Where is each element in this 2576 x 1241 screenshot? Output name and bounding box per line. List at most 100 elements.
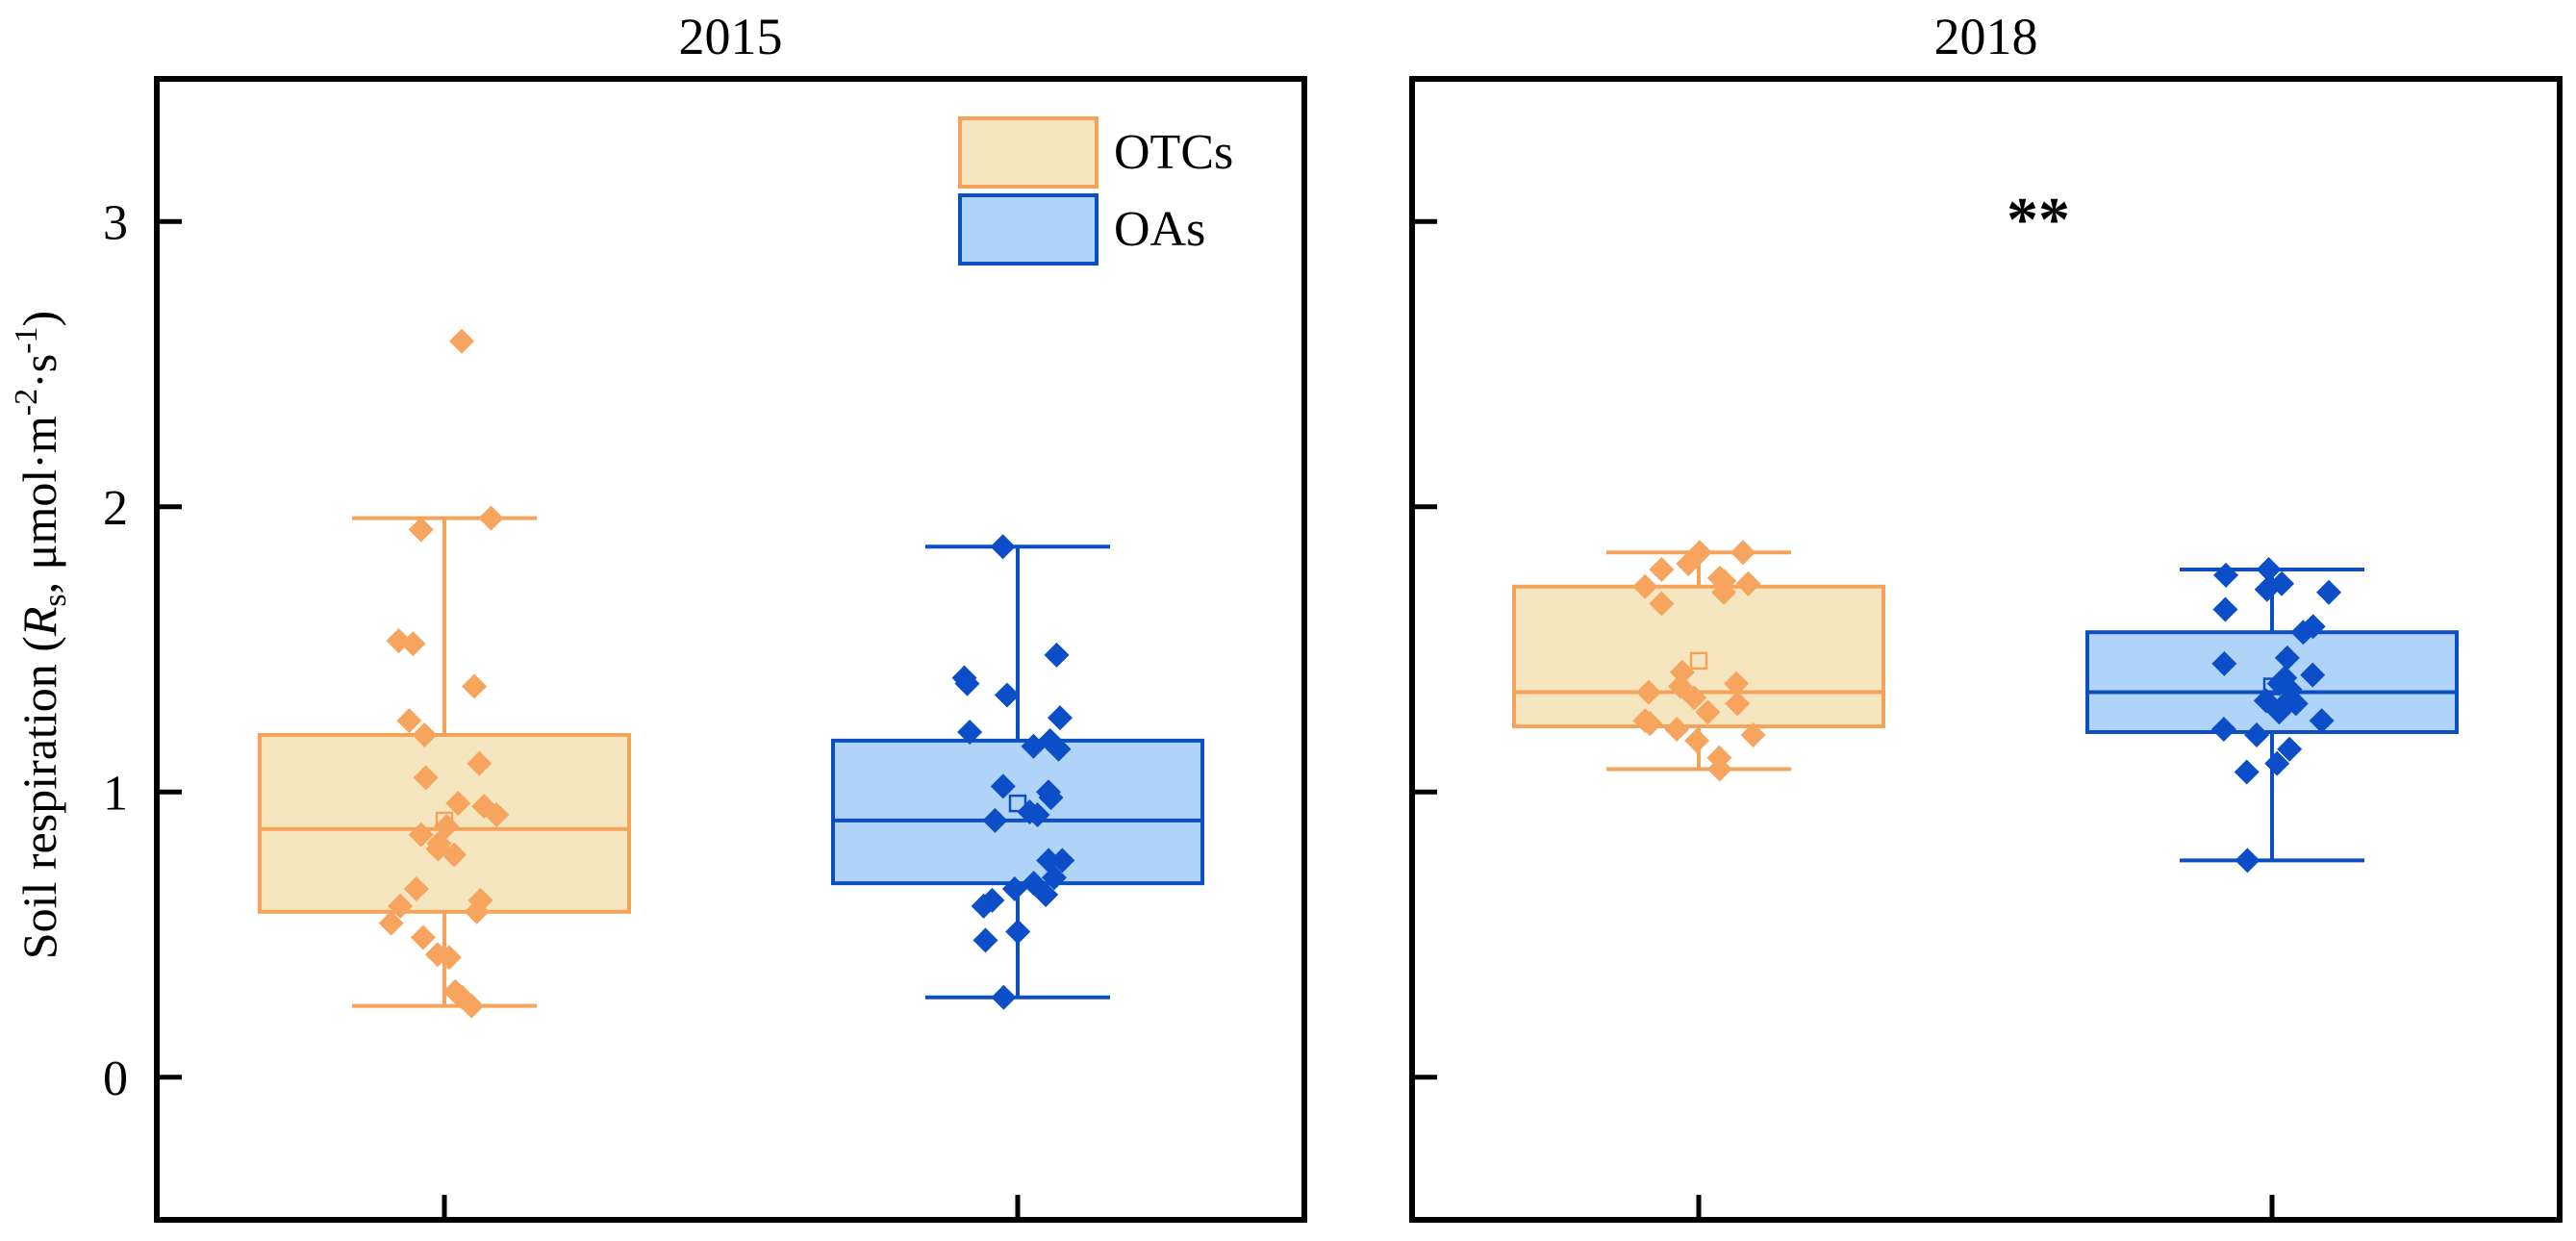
data-point — [972, 927, 998, 953]
data-point — [1038, 785, 1064, 811]
y-axis-label-unit-dot: ·s — [13, 354, 66, 389]
data-point — [1711, 579, 1737, 605]
data-point — [1740, 722, 1766, 747]
y-tick-label: 3 — [103, 195, 128, 250]
y-axis-label-exp1: -2 — [9, 389, 44, 416]
y-axis-label-unit-mid: , μmol·m — [13, 416, 66, 594]
data-point — [1725, 691, 1751, 717]
legend-swatch-otcs — [958, 116, 1099, 189]
data-point — [1041, 865, 1067, 891]
data-point — [408, 517, 434, 543]
data-point — [954, 671, 980, 696]
data-point — [413, 765, 439, 791]
data-point — [1005, 919, 1031, 945]
data-point — [408, 822, 434, 848]
data-point — [1044, 642, 1070, 668]
data-point — [1667, 673, 1693, 699]
data-point — [378, 910, 404, 936]
data-point — [1046, 736, 1072, 762]
data-point — [994, 682, 1020, 708]
data-point — [445, 791, 471, 817]
data-point — [1681, 685, 1707, 711]
data-point — [2316, 579, 2342, 605]
data-point — [1047, 705, 1073, 731]
data-point — [2274, 645, 2300, 671]
data-point — [1664, 717, 1690, 743]
y-tick-label: 0 — [103, 1051, 128, 1106]
y-tick-label: 1 — [103, 766, 128, 821]
legend-label-oas: OAs — [1114, 202, 1205, 257]
data-point — [464, 899, 490, 924]
data-point — [1632, 573, 1658, 599]
panel-2015: 2015 0 1 2 3 — [103, 8, 1307, 1223]
data-point — [448, 328, 474, 354]
panel-title: 2015 — [679, 8, 783, 65]
box-OTCs-2015 — [258, 328, 631, 1019]
data-point — [1706, 756, 1732, 782]
data-point — [400, 631, 426, 657]
data-point — [484, 801, 510, 827]
data-point — [990, 773, 1016, 799]
data-point — [1649, 556, 1675, 582]
y-axis-label-prefix: Soil respiration ( — [13, 636, 66, 959]
data-point — [1049, 848, 1075, 874]
y-axis-label: Soil respiration (Rs, μmol·m-2·s-1) — [9, 311, 73, 959]
data-point — [2266, 699, 2292, 725]
data-point — [459, 993, 485, 1019]
data-point — [1684, 727, 1710, 753]
data-point — [1635, 679, 1661, 705]
y-axis-label-exp2: -1 — [9, 326, 44, 353]
data-point — [403, 876, 429, 902]
data-point — [412, 722, 438, 747]
legend: OTCs OAs — [958, 116, 1233, 266]
data-point — [478, 505, 504, 531]
data-point — [2213, 562, 2239, 588]
data-point — [1735, 570, 1761, 596]
data-point — [971, 893, 997, 919]
panel-2018: 2018 ** — [1409, 8, 2563, 1223]
data-point — [2244, 722, 2270, 747]
mean-marker — [435, 811, 454, 830]
data-point — [2210, 717, 2236, 743]
data-point — [1021, 733, 1047, 759]
data-point — [2212, 596, 2238, 622]
data-point — [982, 807, 1008, 833]
box-OAs-2015 — [831, 534, 1204, 1010]
mean-marker — [1008, 794, 1027, 813]
data-point — [1001, 876, 1027, 902]
box-OAs-2018 — [2085, 556, 2459, 874]
panel-title: 2018 — [1934, 8, 2038, 65]
data-point — [442, 842, 467, 868]
data-point — [1024, 801, 1050, 827]
data-point — [2264, 750, 2290, 776]
data-point — [2234, 759, 2260, 785]
y-axis-label-symbol: R — [13, 607, 66, 638]
data-point — [2256, 556, 2282, 582]
data-point — [436, 945, 462, 971]
data-point — [396, 708, 422, 734]
significance-annotation: ** — [2007, 185, 2070, 255]
data-point — [2309, 708, 2335, 734]
y-axis-label-suffix: ) — [13, 311, 66, 327]
data-point — [2290, 620, 2316, 646]
panel-frame — [1409, 76, 2563, 1223]
data-point — [2254, 576, 2280, 602]
data-point — [1730, 540, 1756, 566]
data-point — [462, 673, 488, 699]
legend-label-otcs: OTCs — [1114, 125, 1233, 180]
data-point — [467, 750, 492, 776]
panels-layer: 2015 0 1 2 3 2018 ** — [103, 8, 2563, 1223]
data-point — [410, 924, 436, 950]
legend-swatch-oas — [958, 193, 1099, 266]
data-point — [957, 719, 983, 745]
mean-marker — [1689, 651, 1708, 671]
data-point — [2235, 848, 2260, 874]
box-OTCs-2018 — [1512, 540, 1885, 782]
data-point — [2300, 662, 2326, 688]
data-point — [1649, 591, 1675, 617]
mean-marker — [2262, 677, 2282, 696]
data-point — [1724, 671, 1750, 696]
data-point — [1695, 699, 1721, 725]
